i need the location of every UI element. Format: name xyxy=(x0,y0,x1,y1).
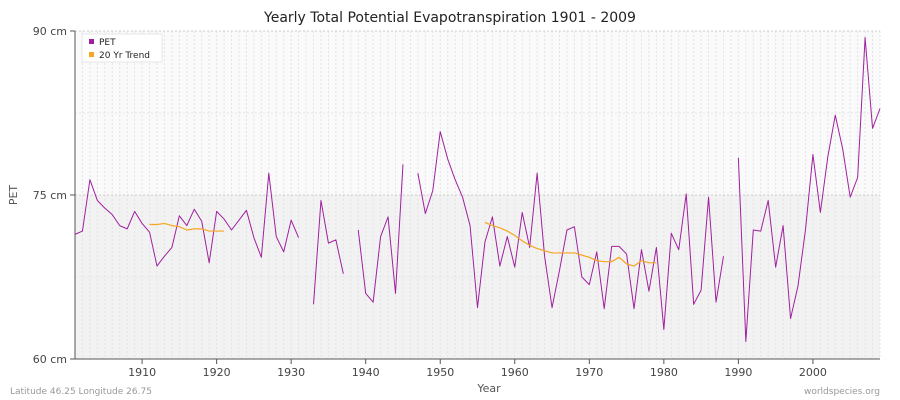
x-tick-label: 1940 xyxy=(352,366,380,379)
x-tick-label: 1910 xyxy=(128,366,156,379)
legend-swatch-pet xyxy=(89,39,94,44)
y-tick-label: 75 cm xyxy=(33,189,67,202)
legend: PET 20 Yr Trend xyxy=(81,33,163,63)
legend-swatch-trend xyxy=(89,52,94,57)
y-axis-label: PET xyxy=(7,185,20,206)
x-tick-label: 1920 xyxy=(203,366,231,379)
x-tick-label: 1970 xyxy=(575,366,603,379)
x-tick-label: 2000 xyxy=(799,366,827,379)
footer-location: Latitude 46.25 Longitude 26.75 xyxy=(10,387,152,397)
footer-source: worldspecies.org xyxy=(804,387,880,397)
series-layer xyxy=(74,37,881,343)
gridlines xyxy=(74,30,881,360)
trend-series-line xyxy=(149,221,657,267)
chart-title: Yearly Total Potential Evapotranspiratio… xyxy=(263,10,636,26)
x-tick-label: 1980 xyxy=(650,366,678,379)
legend-label-trend: 20 Yr Trend xyxy=(99,51,150,61)
axes: 60 cm 75 cm 90 cm 1910 1920 1930 1940 1950 1960 1… xyxy=(33,25,880,379)
y-tick-label: 90 cm xyxy=(33,25,67,38)
legend-label-pet: PET xyxy=(99,38,116,48)
x-axis-label: Year xyxy=(476,382,501,395)
x-tick-label: 1990 xyxy=(724,366,752,379)
x-tick-label: 1950 xyxy=(426,366,454,379)
x-tick-label: 1960 xyxy=(501,366,529,379)
pet-series-line xyxy=(74,37,881,343)
x-tick-label: 1930 xyxy=(277,366,305,379)
y-tick-label: 60 cm xyxy=(33,353,67,366)
